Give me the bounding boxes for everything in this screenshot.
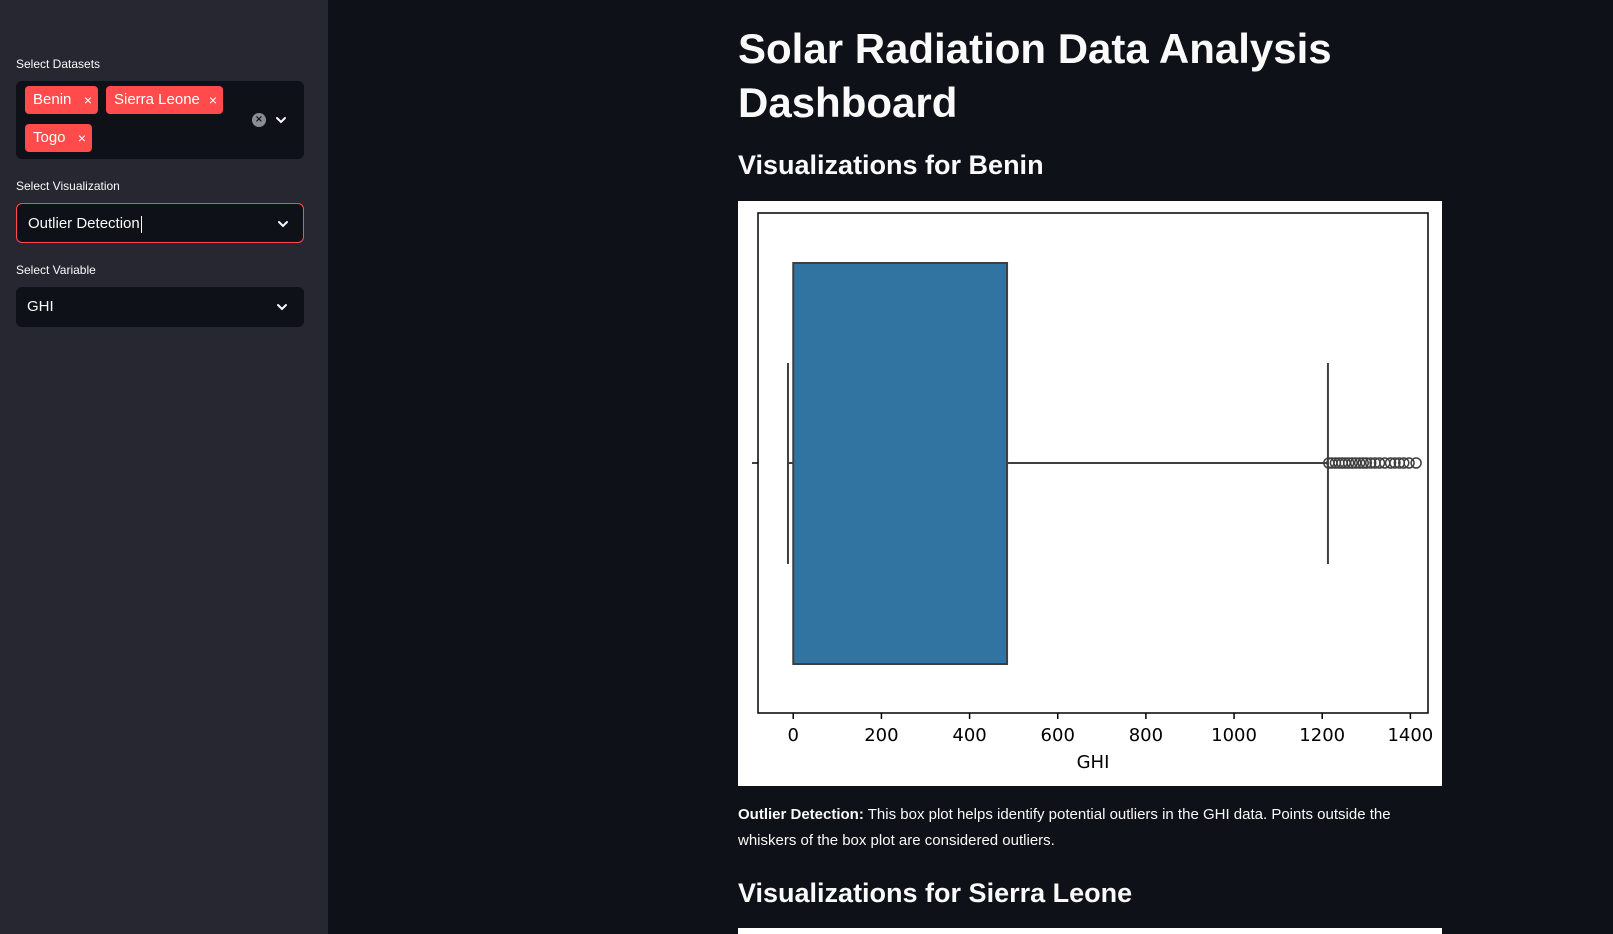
chevron-down-icon[interactable]	[276, 217, 290, 231]
visualization-label: Select Visualization	[16, 179, 120, 193]
remove-tag-icon[interactable]: ×	[208, 92, 217, 108]
chart-description: Outlier Detection: This box plot helps i…	[738, 802, 1428, 854]
x-tick-label: 800	[1129, 725, 1163, 746]
x-tick-label: 1200	[1299, 725, 1345, 746]
datasets-multiselect[interactable]: Benin × Sierra Leone × Togo × ×	[16, 81, 304, 159]
x-tick-label: 1000	[1211, 725, 1257, 746]
chart-sierra-leone	[738, 928, 1442, 934]
description-text: This box plot helps identify potential o…	[738, 806, 1391, 849]
boxplot-svg: 0 200 400 600 800 1000 1200 1400 GHI	[752, 212, 1433, 773]
x-tick-label: 600	[1041, 725, 1075, 746]
outlier-point	[1364, 457, 1377, 469]
outlier-point	[1398, 457, 1410, 469]
sidebar: Select Datasets Benin × Sierra Leone × T…	[0, 0, 328, 934]
visualization-select[interactable]: Outlier Detection	[16, 203, 304, 243]
boxplot-chart: 0 200 400 600 800 1000 1200 1400 GHI	[738, 201, 1442, 786]
outlier-point	[1346, 457, 1358, 469]
variable-select[interactable]: GHI	[16, 287, 304, 327]
tag-togo: Togo ×	[25, 124, 92, 152]
clear-all-icon[interactable]: ×	[252, 113, 266, 127]
tag-sierra-leone: Sierra Leone ×	[106, 86, 223, 114]
tag-label: Sierra Leone	[114, 91, 200, 108]
remove-tag-icon[interactable]: ×	[77, 130, 86, 146]
outlier-point	[1342, 457, 1355, 469]
text-cursor	[140, 215, 142, 233]
variable-value: GHI	[27, 298, 54, 315]
chevron-down-icon[interactable]	[274, 113, 288, 127]
tag-label: Benin	[33, 91, 72, 108]
remove-tag-icon[interactable]: ×	[83, 92, 92, 108]
page-title: Solar Radiation Data Analysis Dashboard	[738, 25, 1332, 126]
visualization-value: Outlier Detection	[28, 215, 142, 233]
outlier-point	[1360, 457, 1373, 469]
chevron-down-icon[interactable]	[275, 300, 289, 314]
outlier-point	[1353, 457, 1366, 469]
outlier-point	[1389, 457, 1401, 469]
tag-label: Togo	[33, 129, 66, 146]
box-iqr	[792, 262, 1009, 665]
datasets-label: Select Datasets	[16, 57, 101, 71]
outlier-point	[1357, 457, 1369, 469]
x-tick-label: 0	[788, 725, 799, 746]
tag-benin: Benin ×	[25, 86, 98, 114]
outlier-point	[1373, 457, 1386, 469]
outlier-point	[1384, 457, 1397, 469]
x-tick-label: 1400	[1387, 725, 1433, 746]
x-tick-label: 400	[952, 725, 986, 746]
section-heading-benin: Visualizations for Benin	[738, 150, 1044, 180]
description-title: Outlier Detection:	[738, 806, 864, 823]
section-heading-sierra-leone: Visualizations for Sierra Leone	[738, 878, 1133, 908]
outlier-point	[1410, 457, 1422, 469]
outlier-point	[1403, 457, 1415, 469]
x-tick-label: 200	[864, 725, 898, 746]
x-axis-label: GHI	[1077, 752, 1110, 773]
variable-label: Select Variable	[16, 263, 96, 277]
